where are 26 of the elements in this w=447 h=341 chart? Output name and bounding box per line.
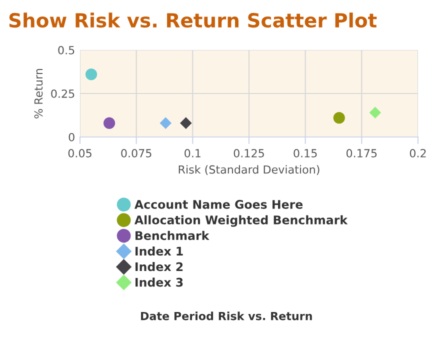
legend-label: Index 1 [136,246,183,256]
point [103,117,116,129]
x-tick-label: 0.05 [68,149,92,158]
x-tick-label: 0.175 [346,149,377,158]
x-tick-label: 0.125 [234,149,264,158]
x-axis-title: Risk (Standard Deviation) [178,165,320,176]
point [369,106,382,119]
y-tick-label: 0.25 [51,89,74,98]
point [180,117,192,129]
x-tick-label: 0.15 [294,149,317,158]
chart-title: Show Risk vs. Return Scatter Plot [9,12,377,28]
x-tick-label: 0.1 [184,149,200,158]
point [85,68,98,80]
x-tick-label: 0.075 [121,149,152,158]
legend-label: Account Name Goes Here [134,200,303,209]
legend-title: Date Period Risk vs. Return [141,312,312,320]
point [333,112,345,124]
legend-label: Benchmark [136,230,210,240]
legend-label: Allocation Weighted Benchmark [134,215,348,227]
legend-label: Index 2 [136,262,183,272]
x-tick-label: 0.2 [410,149,426,158]
y-tick-label: 0.5 [58,46,74,54]
y-tick-label: 0 [68,132,74,142]
legend-label: Index 3 [136,278,183,287]
y-axis-title: % Return [34,68,43,118]
point [160,117,172,129]
